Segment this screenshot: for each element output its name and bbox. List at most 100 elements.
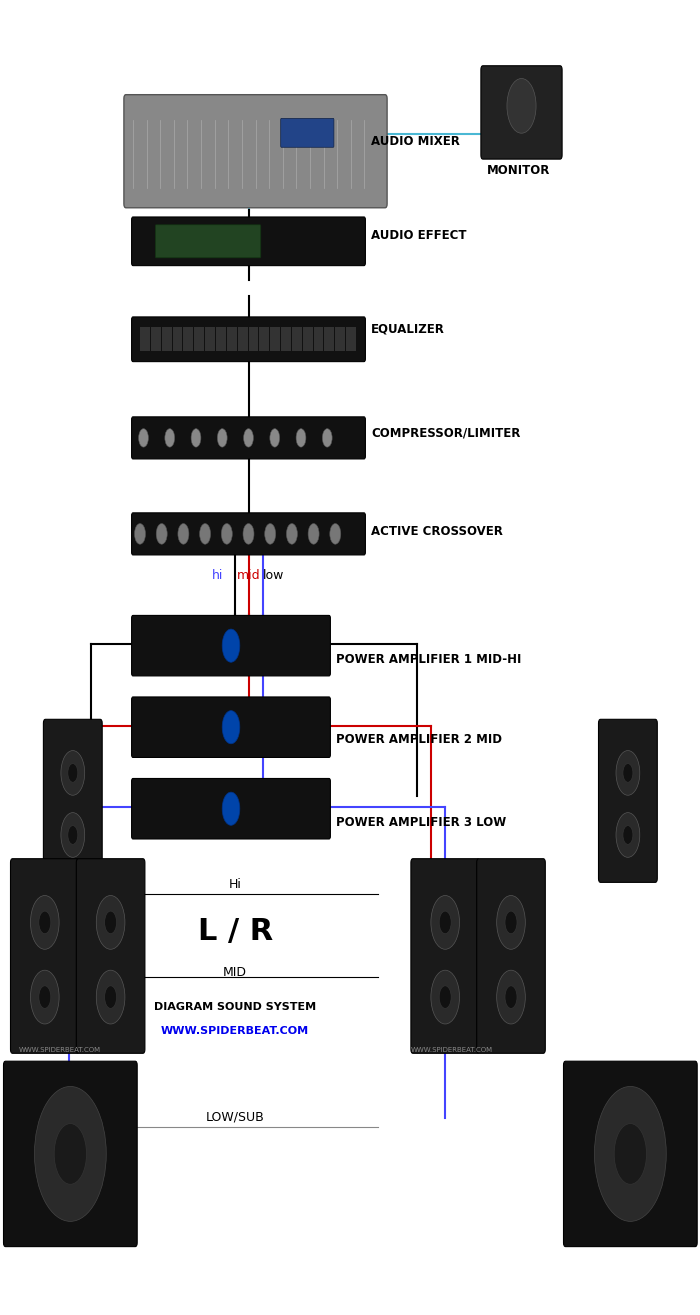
Circle shape	[244, 429, 253, 447]
Bar	[270, 327, 280, 351]
Circle shape	[165, 429, 175, 447]
Circle shape	[68, 826, 78, 844]
Text: hi: hi	[212, 568, 223, 581]
Circle shape	[38, 986, 51, 1009]
Circle shape	[265, 523, 276, 544]
Circle shape	[104, 986, 117, 1009]
Bar	[216, 327, 226, 351]
FancyBboxPatch shape	[10, 859, 79, 1053]
Text: WWW.SPIDERBEAT.COM: WWW.SPIDERBEAT.COM	[410, 1047, 493, 1053]
Text: DIAGRAM SOUND SYSTEM: DIAGRAM SOUND SYSTEM	[154, 1002, 316, 1013]
FancyBboxPatch shape	[132, 317, 365, 362]
FancyBboxPatch shape	[132, 217, 365, 266]
Circle shape	[104, 911, 117, 934]
Text: mid: mid	[237, 568, 260, 581]
Circle shape	[134, 523, 146, 544]
Circle shape	[270, 429, 280, 447]
Circle shape	[97, 970, 125, 1024]
Circle shape	[61, 813, 85, 857]
FancyBboxPatch shape	[564, 1061, 697, 1247]
FancyBboxPatch shape	[124, 95, 387, 208]
Bar	[314, 327, 323, 351]
Circle shape	[31, 970, 59, 1024]
FancyBboxPatch shape	[76, 859, 145, 1053]
FancyBboxPatch shape	[598, 719, 657, 882]
Circle shape	[497, 970, 525, 1024]
Bar	[335, 327, 345, 351]
Circle shape	[199, 523, 211, 544]
Circle shape	[616, 751, 640, 796]
Text: WWW.SPIDERBEAT.COM: WWW.SPIDERBEAT.COM	[161, 1026, 309, 1036]
Text: POWER AMPLIFIER 3 LOW: POWER AMPLIFIER 3 LOW	[336, 815, 506, 828]
Bar	[183, 327, 193, 351]
Circle shape	[178, 523, 189, 544]
Circle shape	[97, 896, 125, 949]
Circle shape	[243, 523, 254, 544]
Bar	[162, 327, 172, 351]
FancyBboxPatch shape	[155, 225, 261, 258]
FancyBboxPatch shape	[4, 1061, 137, 1247]
Text: WWW.SPIDERBEAT.COM: WWW.SPIDERBEAT.COM	[18, 1047, 101, 1053]
Bar	[281, 327, 291, 351]
Bar	[238, 327, 248, 351]
Circle shape	[505, 986, 517, 1009]
Text: POWER AMPLIFIER 1 MID-HI: POWER AMPLIFIER 1 MID-HI	[336, 652, 522, 665]
FancyBboxPatch shape	[281, 118, 334, 147]
Circle shape	[34, 1086, 106, 1222]
Bar	[324, 327, 335, 351]
Circle shape	[614, 1123, 647, 1185]
Text: MID: MID	[223, 965, 247, 978]
Circle shape	[308, 523, 319, 544]
Text: L / R: L / R	[197, 918, 273, 947]
Bar	[140, 327, 150, 351]
Circle shape	[38, 911, 51, 934]
Circle shape	[31, 896, 59, 949]
Circle shape	[431, 970, 459, 1024]
Circle shape	[623, 826, 633, 844]
Circle shape	[156, 523, 167, 544]
FancyBboxPatch shape	[132, 513, 365, 555]
Circle shape	[222, 792, 240, 826]
Circle shape	[623, 764, 633, 782]
Bar	[346, 327, 356, 351]
Circle shape	[222, 710, 240, 744]
Circle shape	[191, 429, 201, 447]
Bar	[195, 327, 204, 351]
Circle shape	[323, 429, 332, 447]
Circle shape	[505, 911, 517, 934]
Circle shape	[330, 523, 341, 544]
Circle shape	[54, 1123, 87, 1185]
Bar	[205, 327, 215, 351]
Circle shape	[616, 813, 640, 857]
Text: COMPRESSOR/LIMITER: COMPRESSOR/LIMITER	[371, 426, 520, 439]
Text: LOW/SUB: LOW/SUB	[206, 1110, 265, 1123]
Circle shape	[431, 896, 459, 949]
Bar	[173, 327, 183, 351]
Text: AUDIO MIXER: AUDIO MIXER	[371, 134, 460, 147]
Bar	[248, 327, 258, 351]
Text: Hi: Hi	[229, 877, 241, 890]
Circle shape	[507, 79, 536, 133]
Bar	[227, 327, 237, 351]
Circle shape	[497, 896, 525, 949]
Circle shape	[68, 764, 78, 782]
FancyBboxPatch shape	[481, 66, 562, 159]
FancyBboxPatch shape	[411, 859, 480, 1053]
FancyBboxPatch shape	[477, 859, 545, 1053]
Text: EQUALIZER: EQUALIZER	[371, 322, 445, 335]
FancyBboxPatch shape	[132, 778, 330, 839]
Circle shape	[286, 523, 297, 544]
Circle shape	[61, 751, 85, 796]
FancyBboxPatch shape	[132, 615, 330, 676]
Circle shape	[594, 1086, 666, 1222]
Text: POWER AMPLIFIER 2 MID: POWER AMPLIFIER 2 MID	[336, 732, 502, 746]
Bar	[260, 327, 270, 351]
Circle shape	[221, 523, 232, 544]
Circle shape	[296, 429, 306, 447]
Text: low: low	[263, 568, 285, 581]
Bar	[292, 327, 302, 351]
Circle shape	[217, 429, 227, 447]
Text: ACTIVE CROSSOVER: ACTIVE CROSSOVER	[371, 525, 503, 538]
FancyBboxPatch shape	[132, 417, 365, 459]
Bar	[151, 327, 161, 351]
